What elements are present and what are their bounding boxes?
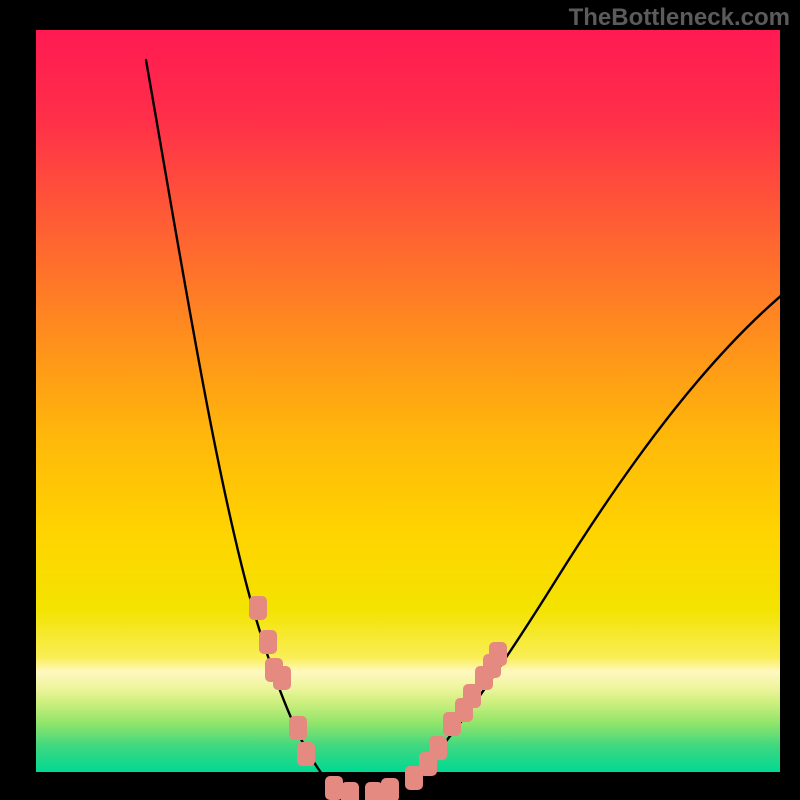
data-marker xyxy=(429,736,447,760)
data-marker xyxy=(297,742,315,766)
chart-container: TheBottleneck.com xyxy=(0,0,800,800)
data-marker xyxy=(489,642,507,666)
data-marker xyxy=(249,596,267,620)
data-marker xyxy=(341,782,359,800)
data-marker xyxy=(381,778,399,800)
bottleneck-curve xyxy=(36,30,780,772)
curve-right xyxy=(388,268,780,772)
data-marker xyxy=(289,716,307,740)
curve-left xyxy=(146,60,348,772)
data-marker xyxy=(259,630,277,654)
plot-area xyxy=(36,30,780,772)
data-marker xyxy=(273,666,291,690)
watermark-text: TheBottleneck.com xyxy=(569,4,790,32)
